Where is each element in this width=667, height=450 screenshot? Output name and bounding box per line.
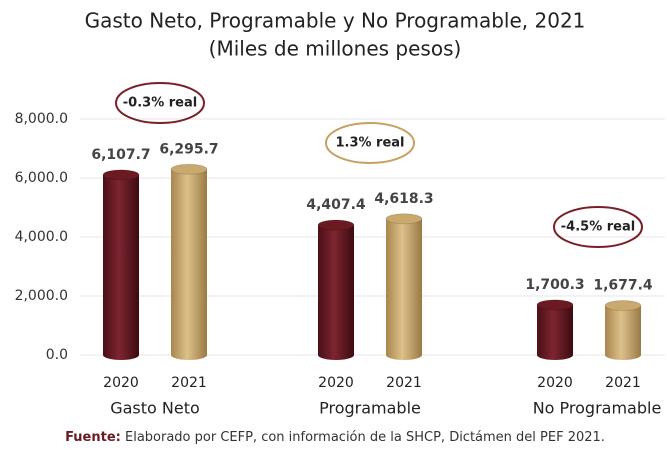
value-label: 4,407.4 [306, 197, 366, 213]
y-tick-label: 8,000.0 [15, 111, 68, 127]
x-tick-label: 2021 [171, 375, 207, 391]
x-tick-label: 2020 [318, 375, 354, 391]
annotation-ring [115, 82, 205, 124]
bar-cap [317, 219, 355, 231]
x-tick-label: 2021 [386, 375, 422, 391]
x-tick-label: 2021 [605, 375, 641, 391]
category-label: Programable [319, 399, 421, 418]
bar-cap [385, 213, 423, 225]
x-tick-label: 2020 [103, 375, 139, 391]
y-tick-label: 4,000.0 [15, 229, 68, 245]
bar-cap [536, 299, 574, 311]
value-label: 6,107.7 [91, 147, 150, 163]
chart-title: Gasto Neto, Programable y No Programable… [85, 9, 586, 33]
bar-cap [170, 163, 208, 175]
bar-cap [102, 169, 140, 181]
annotation-ring [553, 206, 643, 248]
category-label: No Programable [533, 399, 662, 418]
value-label: 1,700.3 [525, 277, 584, 293]
source-label: Fuente: [65, 430, 121, 445]
annotation: -4.5% real [561, 220, 635, 235]
annotation-ring [325, 122, 415, 164]
annotation: -0.3% real [123, 96, 197, 111]
annotation: 1.3% real [335, 136, 404, 151]
bar [171, 169, 207, 355]
y-tick-label: 2,000.0 [15, 288, 68, 304]
value-label: 4,618.3 [374, 191, 433, 207]
bar [605, 305, 641, 355]
bar-cap [604, 300, 642, 312]
bar [386, 218, 422, 355]
bar [318, 224, 354, 355]
y-tick-label: 6,000.0 [15, 170, 68, 186]
value-label: 1,677.4 [593, 278, 653, 294]
chart-subtitle: (Miles de millones pesos) [209, 37, 462, 61]
y-tick-label: 0.0 [46, 347, 68, 363]
bar [103, 174, 139, 355]
value-label: 6,295.7 [159, 141, 218, 157]
category-label: Gasto Neto [110, 399, 200, 418]
bar [537, 304, 573, 355]
source: Fuente: Elaborado por CEFP, con informac… [65, 430, 605, 445]
x-tick-label: 2020 [537, 375, 573, 391]
source-text: Elaborado por CEFP, con información de l… [125, 430, 605, 445]
